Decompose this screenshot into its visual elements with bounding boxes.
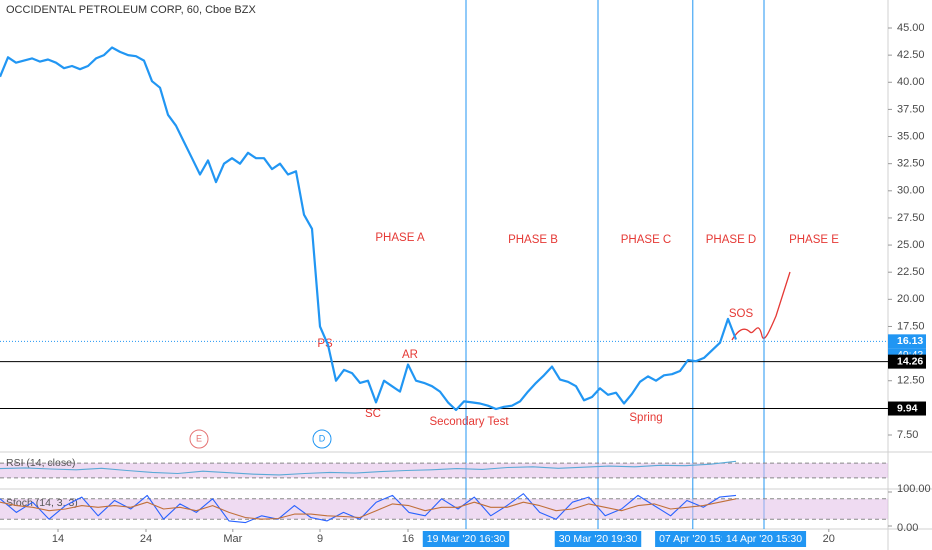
y-tick-label: 40.00 <box>897 76 925 88</box>
dividend-marker-label: D <box>319 433 326 443</box>
y-tick-label: 30.00 <box>897 185 925 197</box>
y-tick-label: 20.00 <box>897 293 925 305</box>
dividend-marker[interactable] <box>312 429 332 449</box>
price-label: 14.26 <box>897 355 923 367</box>
annotation: Spring <box>629 412 662 424</box>
annotation: SOS <box>729 308 754 320</box>
price-label-box <box>888 401 926 416</box>
annotation: Secondary Test <box>429 416 509 428</box>
y-tick-label: 35.00 <box>897 130 925 142</box>
y-tick-label: 12.50 <box>897 375 925 387</box>
event-marker[interactable] <box>189 429 209 449</box>
x-tick-label: 07 Apr '20 15:: <box>659 533 726 545</box>
event-marker-label: E <box>196 433 202 443</box>
indicator-title: RSI (14, close) <box>6 457 75 469</box>
annotation: AR <box>402 349 418 361</box>
y-tick-label: 42.50 <box>897 49 925 61</box>
x-tick-label: 14 Apr '20 15:30 <box>726 533 802 545</box>
y-tick-label: 17.50 <box>897 320 925 332</box>
x-tick-label: 20 <box>823 533 835 545</box>
chart-title: OCCIDENTAL PETROLEUM CORP, 60, Cboe BZX <box>6 4 256 16</box>
y-tick-label: 27.50 <box>897 212 925 224</box>
indicator-band <box>0 463 888 478</box>
x-tick-highlight <box>655 531 731 547</box>
indicator-band <box>0 498 888 520</box>
y-tick-label: 0.00 <box>897 522 918 534</box>
annotation: PHASE A <box>375 232 425 244</box>
y-tick-label: 22.50 <box>897 266 925 278</box>
annotation: PHASE B <box>508 234 558 246</box>
x-tick-highlight <box>422 531 510 547</box>
indicator-line <box>0 493 737 524</box>
indicator-line <box>0 460 737 476</box>
indicator-line <box>0 498 737 520</box>
price-label-box <box>888 334 926 349</box>
indicator-title: Stoch (14, 3, 3) <box>6 497 78 509</box>
price-label: 16.13 <box>897 335 923 347</box>
x-tick-label: Mar <box>223 533 242 545</box>
x-tick-highlight <box>721 531 807 547</box>
x-tick-label: 14 <box>52 533 64 545</box>
x-tick-label: 30 Mar '20 19:30 <box>559 533 638 545</box>
annotation: PHASE D <box>706 234 757 246</box>
x-tick-label: 16 <box>402 533 414 545</box>
price-label: 9.94 <box>897 402 918 414</box>
y-tick-label: 25.00 <box>897 239 925 251</box>
y-tick-label: 45.00 <box>897 22 925 34</box>
price-line-series <box>0 46 738 412</box>
y-tick-label: 37.50 <box>897 103 925 115</box>
annotation: PHASE E <box>789 234 839 246</box>
x-tick-label: 24 <box>140 533 152 545</box>
projection-sketch <box>731 271 791 341</box>
y-tick-label: 32.50 <box>897 158 925 170</box>
x-tick-label: 19 Mar '20 16:30 <box>427 533 506 545</box>
annotation: PHASE C <box>621 234 672 246</box>
x-tick-label: 9 <box>317 533 323 545</box>
price-label-box <box>888 354 926 369</box>
y-tick-label: 100.00 <box>897 483 931 495</box>
y-tick-label: 7.50 <box>897 429 918 441</box>
annotation: SC <box>365 408 381 420</box>
x-tick-highlight <box>554 531 642 547</box>
